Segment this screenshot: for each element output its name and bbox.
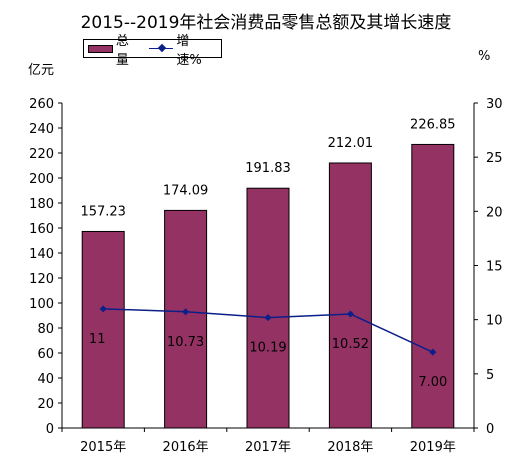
- y-right-tick-label: 0: [486, 422, 494, 437]
- y-left-tick-label: 240: [29, 122, 54, 137]
- y-left-tick-label: 120: [29, 272, 54, 287]
- y-right-tick-label: 15: [486, 260, 503, 275]
- y-left-tick-label: 140: [29, 247, 54, 262]
- y-right-tick-label: 5: [486, 368, 494, 383]
- x-tick-label: 2018年: [327, 440, 373, 455]
- legend: 总量 增速%: [83, 34, 222, 68]
- x-tick-label: 2016年: [163, 440, 209, 455]
- y-right-tick-label: 30: [486, 97, 503, 112]
- bar: [81, 230, 125, 429]
- legend-line-marker: [148, 44, 174, 54]
- bar: [246, 187, 290, 429]
- legend-label-total: 总量: [115, 33, 129, 68]
- growth-point: [182, 308, 190, 316]
- bar-value-label: 157.23: [80, 204, 126, 219]
- growth-point: [429, 348, 437, 356]
- y-left-tick-label: 260: [29, 97, 54, 112]
- legend-bar-swatch: [88, 44, 113, 53]
- y-left-tick-label: 200: [29, 172, 54, 187]
- right-axis-unit: %: [478, 49, 491, 64]
- y-left-tick-label: 0: [46, 422, 54, 437]
- y-left-tick-label: 100: [29, 297, 54, 312]
- bar-value-label: 174.09: [163, 183, 209, 198]
- growth-point: [264, 314, 272, 322]
- y-left-tick-label: 20: [37, 397, 54, 412]
- growth-value-label: 11: [89, 332, 106, 347]
- growth-value-label: 10.52: [332, 337, 369, 352]
- y-left-tick-label: 60: [37, 347, 54, 362]
- legend-label-growth: 增速%: [176, 33, 202, 68]
- growth-value-label: 7.00: [418, 375, 447, 390]
- growth-value-label: 10.19: [249, 341, 286, 356]
- x-tick-label: 2017年: [245, 440, 291, 455]
- bar-value-label: 212.01: [328, 136, 374, 151]
- bar: [164, 209, 208, 429]
- legend-item-total: 总量: [88, 30, 141, 68]
- x-tick-label: 2015年: [80, 440, 126, 455]
- bar-value-label: 226.85: [410, 117, 456, 132]
- y-right-tick-label: 10: [486, 314, 503, 329]
- x-tick-label: 2019年: [410, 440, 456, 455]
- growth-value-label: 10.73: [167, 335, 204, 350]
- y-right-tick-label: 20: [486, 205, 503, 220]
- bar-value-label: 191.83: [245, 161, 291, 176]
- legend-item-growth: 增速%: [148, 30, 213, 68]
- y-left-tick-label: 80: [37, 322, 54, 337]
- left-axis-unit: 亿元: [28, 63, 55, 78]
- chart-title: 2015--2019年社会消费品零售总额及其增长速度: [80, 13, 452, 33]
- y-right-tick-label: 25: [486, 151, 503, 166]
- y-left-tick-label: 160: [29, 222, 54, 237]
- bar: [411, 143, 455, 429]
- y-left-tick-label: 220: [29, 147, 54, 162]
- bar: [328, 162, 372, 429]
- y-left-tick-label: 40: [37, 372, 54, 387]
- y-left-tick-label: 180: [29, 197, 54, 212]
- growth-point: [99, 305, 107, 313]
- growth-point: [346, 310, 354, 318]
